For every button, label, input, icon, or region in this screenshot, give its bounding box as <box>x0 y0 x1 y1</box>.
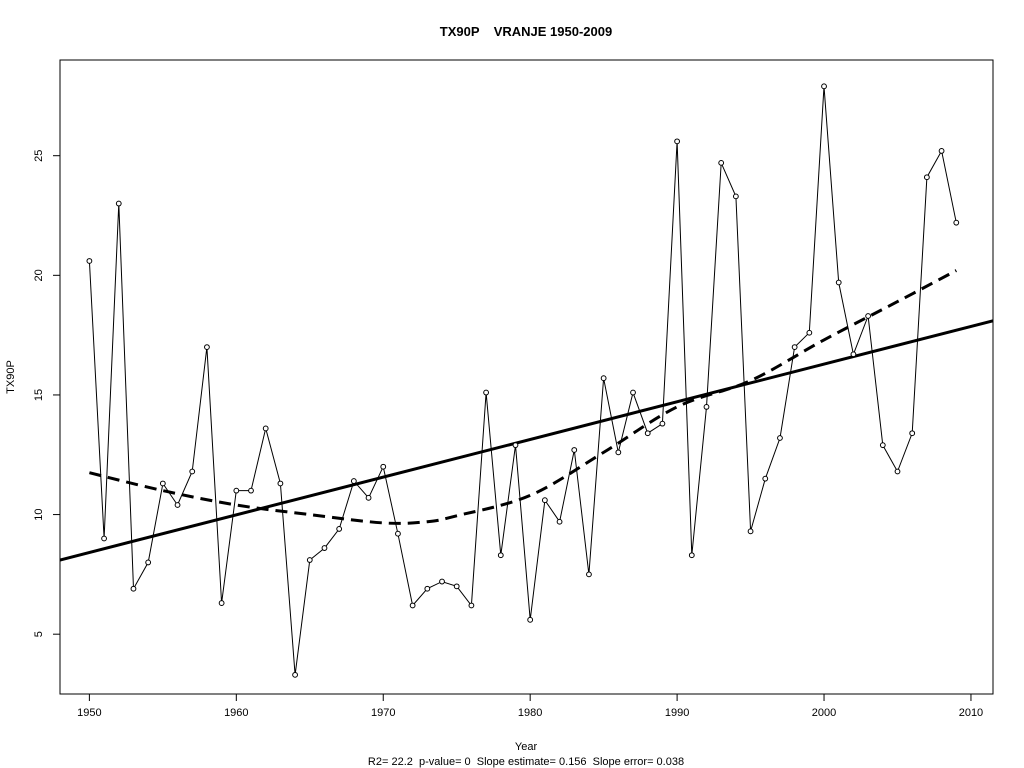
x-tick-label: 1950 <box>77 707 101 719</box>
data-point <box>189 468 196 475</box>
data-point <box>953 219 960 226</box>
data-point <box>218 600 225 606</box>
data-point <box>600 375 607 382</box>
data-point <box>938 148 945 154</box>
tx90p-series-line <box>88 86 957 675</box>
data-point <box>762 475 769 482</box>
data-point <box>556 518 563 525</box>
x-axis-label: Year <box>515 741 538 753</box>
data-point <box>115 200 122 207</box>
data-point <box>747 528 754 535</box>
data-point <box>321 545 328 551</box>
series-layer <box>59 83 994 678</box>
data-point <box>541 497 548 504</box>
data-point <box>718 159 725 166</box>
data-point <box>644 430 651 437</box>
data-point <box>306 557 313 563</box>
data-point <box>688 552 695 559</box>
x-tick-label: 1970 <box>371 707 395 719</box>
data-point <box>909 430 916 437</box>
y-tick-label: 5 <box>33 631 45 637</box>
x-axis: 1950 1960 1970 1980 1990 2000 2010 <box>77 694 983 719</box>
data-point <box>248 487 254 494</box>
x-tick-label: 1990 <box>665 707 689 719</box>
data-point <box>262 425 269 432</box>
y-tick-label: 25 <box>33 150 45 162</box>
data-point <box>395 530 401 537</box>
data-point <box>835 279 842 286</box>
data-point <box>879 442 886 449</box>
data-point <box>850 351 857 358</box>
y-axis-label: TX90P <box>5 360 17 394</box>
data-point <box>380 463 387 470</box>
data-point <box>101 535 107 542</box>
data-point <box>453 583 460 590</box>
data-point <box>86 258 93 264</box>
x-tick-label: 2010 <box>959 707 983 719</box>
data-point <box>468 602 475 609</box>
data-point <box>424 585 431 592</box>
data-point <box>174 502 181 508</box>
data-point <box>703 404 710 410</box>
data-point <box>439 578 445 585</box>
y-tick-label: 15 <box>33 389 45 401</box>
data-point <box>821 83 827 90</box>
data-point <box>204 344 210 350</box>
x-tick-label: 1980 <box>518 707 542 719</box>
data-point <box>894 468 901 475</box>
data-point <box>130 585 137 592</box>
data-point <box>145 559 152 566</box>
data-point <box>732 193 739 200</box>
data-point <box>791 344 798 350</box>
data-point <box>806 329 813 336</box>
data-point <box>159 480 166 487</box>
data-point <box>277 480 284 487</box>
y-tick-label: 20 <box>33 269 45 281</box>
data-point <box>571 447 578 453</box>
plot-area-frame <box>59 59 994 695</box>
data-point <box>233 487 240 494</box>
data-point <box>336 526 343 532</box>
data-point <box>923 174 930 181</box>
data-point <box>365 494 372 501</box>
data-point <box>512 442 519 449</box>
data-point <box>615 449 622 456</box>
data-point <box>483 389 489 396</box>
data-point <box>630 389 636 396</box>
data-point <box>292 671 298 678</box>
smoothed-trend-line <box>89 269 958 525</box>
x-tick-label: 1960 <box>224 707 248 719</box>
y-axis: 5 10 15 20 25 <box>33 150 60 637</box>
y-tick-label: 10 <box>33 508 45 520</box>
linear-trend-line <box>59 319 994 562</box>
data-point <box>350 478 357 484</box>
regression-footnote: R2= 22.2 p-value= 0 Slope estimate= 0.15… <box>368 756 684 768</box>
data-point <box>409 602 416 609</box>
x-tick-label: 2000 <box>812 707 836 719</box>
data-point <box>659 420 666 427</box>
data-point <box>586 571 592 578</box>
data-point <box>777 435 783 441</box>
data-point <box>674 138 681 145</box>
data-point <box>865 313 872 319</box>
chart-title: TX90P VRANJE 1950-2009 <box>440 24 612 39</box>
data-point <box>497 552 504 559</box>
data-point <box>527 616 534 623</box>
